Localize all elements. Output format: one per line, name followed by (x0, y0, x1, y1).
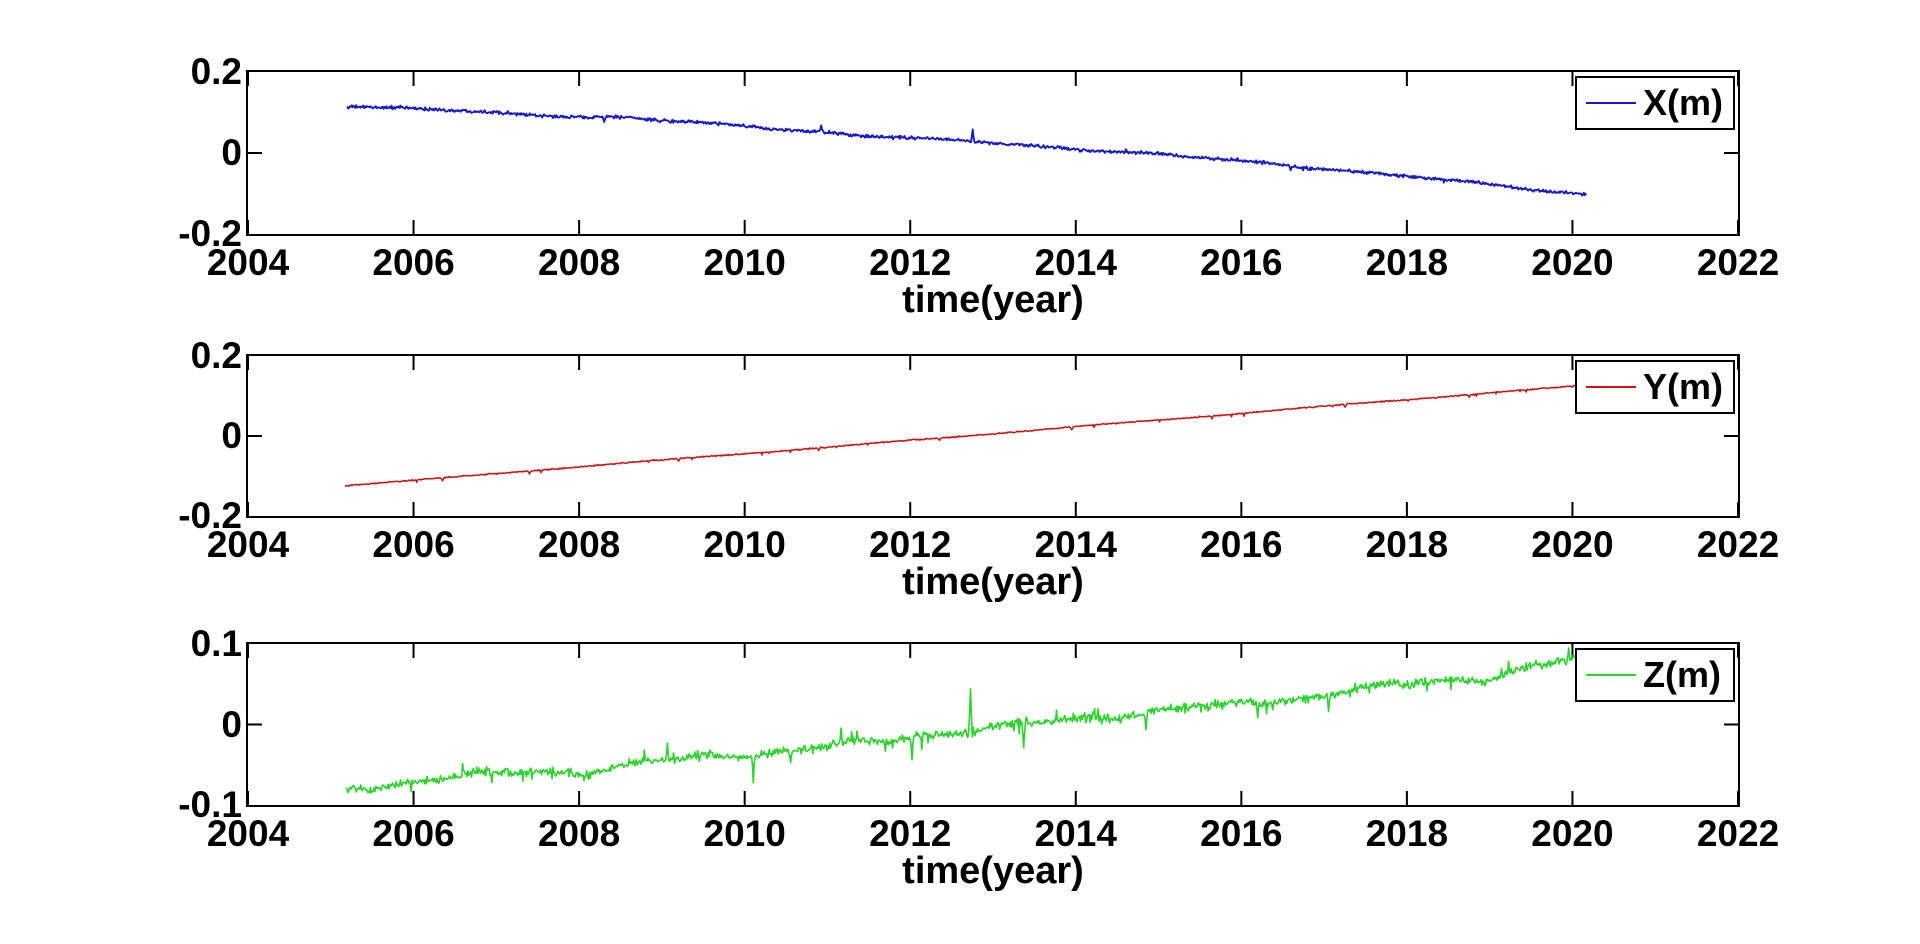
x-tick-label: 2014 (1034, 524, 1117, 565)
x-tick-label: 2012 (869, 242, 952, 283)
y-tick-label: -0.1 (178, 784, 242, 825)
y-series-line (344, 383, 1587, 487)
x-tick-label: 2012 (869, 524, 952, 565)
x-tick-label: 2014 (1034, 813, 1117, 854)
legend-line-sample-y (1586, 386, 1636, 388)
x-tick-label: 2016 (1200, 242, 1283, 283)
x-tick-label: 2004 (206, 813, 290, 854)
x-tick-label: 2004 (206, 242, 290, 283)
x-tick-label: 2004 (206, 524, 290, 565)
legend-z: Z(m) (1575, 648, 1735, 702)
x-tick-label: 2020 (1531, 813, 1614, 854)
x-tick-label: 2008 (537, 813, 621, 854)
x-tick-label: 2010 (703, 242, 786, 283)
x-tick-label: 2022 (1696, 524, 1780, 565)
z-series-line (345, 647, 1588, 794)
x-tick-label: 2018 (1365, 813, 1449, 854)
x-tick-label: 2006 (372, 524, 455, 565)
legend-line-sample-x (1586, 102, 1636, 104)
y-tick-label: 0 (221, 703, 242, 745)
x-series-line (346, 104, 1587, 197)
x-axis-title-z: time(year) (902, 850, 1084, 892)
y-tick-label: -0.2 (178, 213, 242, 254)
legend-y: Y(m) (1575, 360, 1735, 414)
x-tick-label: 2018 (1365, 524, 1449, 565)
x-tick-label: 2022 (1696, 242, 1780, 283)
y-tick-label: 0 (221, 415, 242, 456)
y-series-chart (246, 354, 1740, 518)
x-series-chart (246, 70, 1740, 236)
x-tick-label: 2012 (869, 813, 952, 854)
x-axis-title-x: time(year) (902, 279, 1084, 321)
x-tick-label: 2016 (1200, 524, 1283, 565)
x-tick-label: 2008 (537, 242, 621, 283)
legend-x: X(m) (1575, 76, 1735, 130)
x-tick-label: 2006 (372, 242, 455, 283)
y-tick-label: -0.2 (178, 495, 242, 536)
x-tick-label: 2018 (1365, 242, 1449, 283)
x-tick-label: 2008 (537, 524, 621, 565)
x-tick-label: 2006 (372, 813, 455, 854)
legend-label-x: X(m) (1643, 82, 1723, 123)
y-tick-label: 0 (221, 132, 242, 173)
x-tick-label: 2016 (1200, 813, 1283, 854)
x-tick-label: 2020 (1531, 242, 1614, 283)
z-series-chart (246, 642, 1740, 807)
x-tick-label: 2010 (703, 524, 786, 565)
legend-label-z: Z(m) (1643, 654, 1721, 695)
legend-label-y: Y(m) (1643, 366, 1723, 407)
y-tick-label: 0.1 (190, 623, 242, 664)
x-tick-label: 2010 (703, 813, 786, 854)
x-tick-label: 2014 (1034, 242, 1117, 283)
legend-line-sample-z (1586, 674, 1636, 676)
x-tick-label: 2020 (1531, 524, 1614, 565)
x-axis-title-y: time(year) (902, 561, 1084, 603)
y-tick-label: 0.2 (190, 335, 242, 376)
y-tick-label: 0.2 (190, 51, 242, 92)
x-tick-label: 2022 (1696, 813, 1780, 854)
